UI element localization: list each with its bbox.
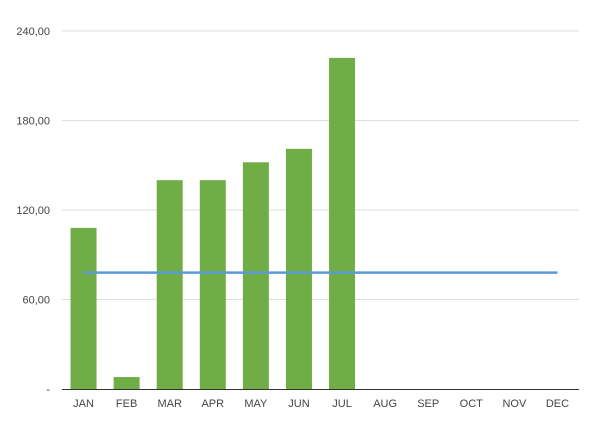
x-tick-label-apr: APR: [201, 398, 224, 410]
x-tick-label-may: MAY: [244, 398, 268, 410]
bar-mar: [156, 180, 183, 389]
y-tick-label: 180,00: [16, 116, 50, 128]
x-tick-label-nov: NOV: [502, 398, 527, 410]
x-tick-label-dec: DEC: [546, 398, 569, 410]
x-tick-label-jan: JAN: [73, 398, 94, 410]
x-tick-label-feb: FEB: [116, 398, 137, 410]
y-tick-label: -: [46, 384, 50, 396]
bar-jan: [70, 227, 97, 389]
x-tick-label-sep: SEP: [417, 398, 439, 410]
x-tick-label-mar: MAR: [157, 398, 182, 410]
y-axis-ticks: - 60,00 120,00 180,00 240,00: [16, 26, 50, 396]
x-tick-label-jun: JUN: [288, 398, 309, 410]
bar-apr: [199, 180, 226, 389]
gridlines: [62, 30, 579, 300]
bar-jul: [329, 57, 356, 389]
x-tick-label-aug: AUG: [373, 398, 397, 410]
y-tick-label: 240,00: [16, 26, 50, 38]
bar-feb: [113, 377, 140, 389]
x-tick-label-jul: JUL: [332, 398, 352, 410]
bar-series: [70, 57, 356, 389]
x-tick-label-oct: OCT: [460, 398, 484, 410]
y-tick-label: 120,00: [16, 205, 50, 217]
bar-may: [242, 162, 269, 389]
x-axis-ticks: JAN FEB MAR APR MAY JUN JUL AUG SEP OCT NOV DEC: [73, 398, 569, 410]
y-tick-label: 60,00: [22, 295, 50, 307]
bar-jun: [285, 148, 312, 389]
